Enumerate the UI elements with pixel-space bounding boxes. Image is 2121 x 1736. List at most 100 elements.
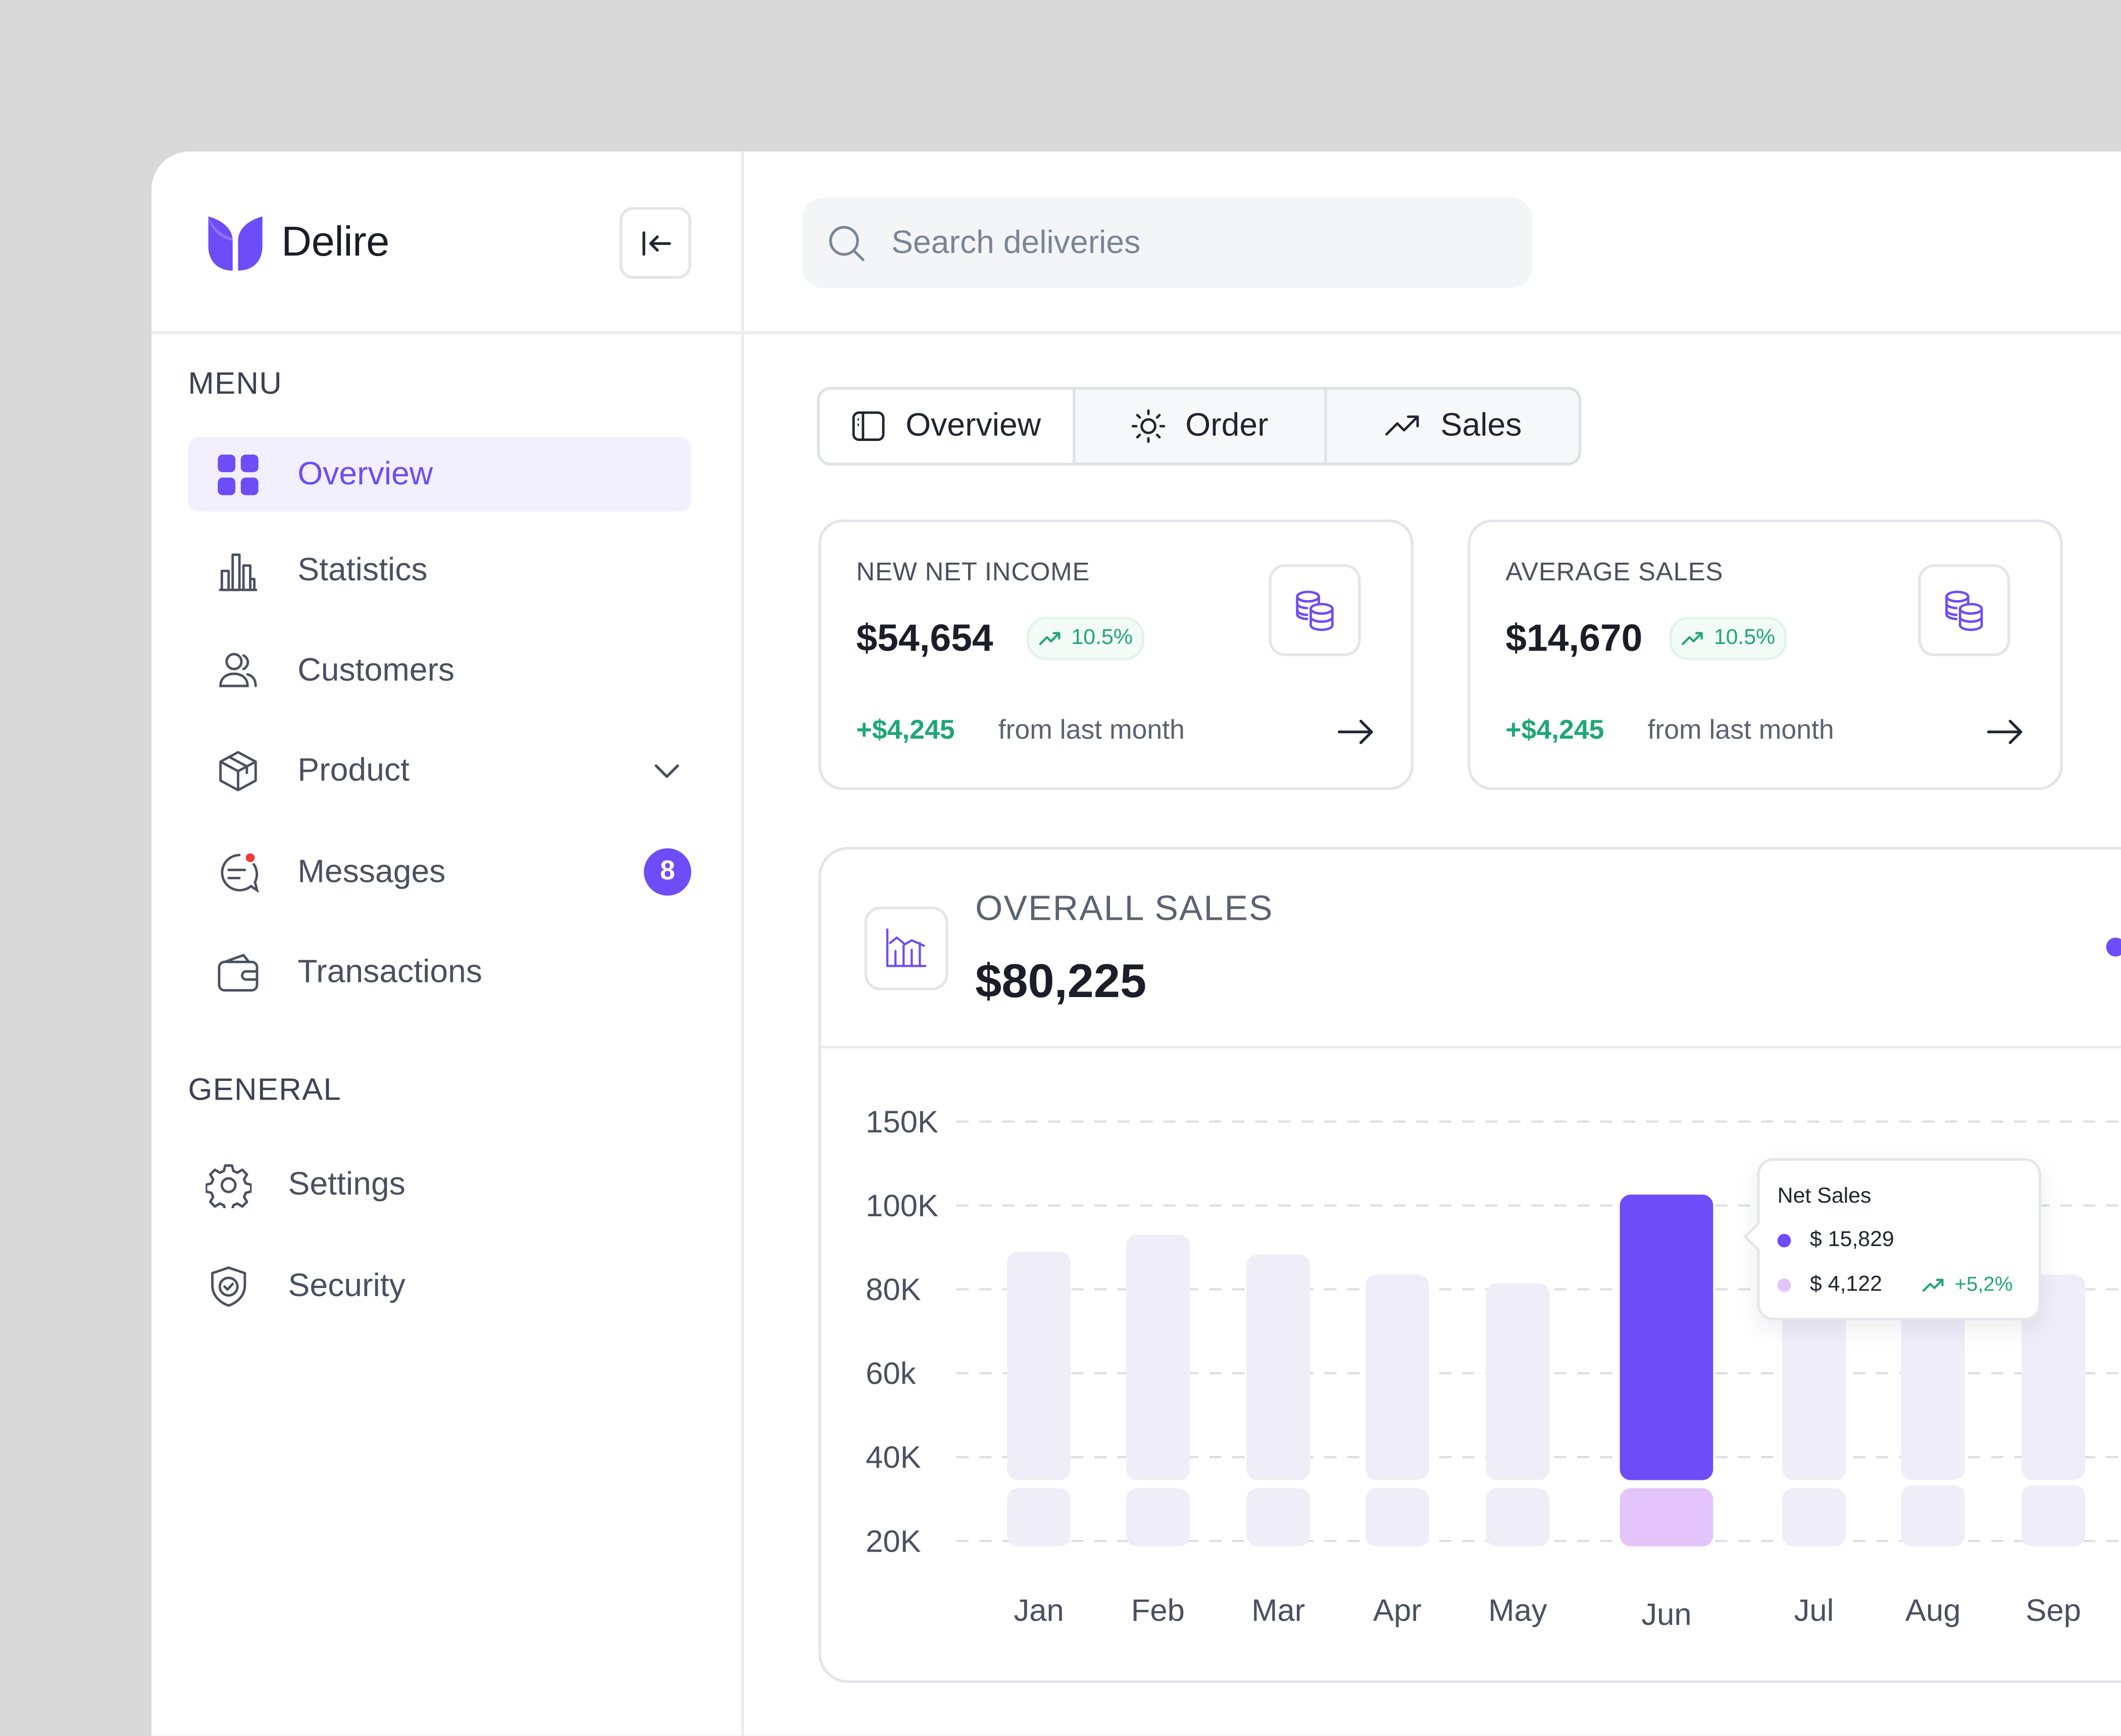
sub-bar-jun: [1620, 1488, 1713, 1547]
brand[interactable]: Delire: [206, 211, 389, 273]
chat-icon: [215, 849, 261, 895]
grid-icon: [215, 451, 261, 497]
tab-label: Sales: [1440, 407, 1522, 444]
bar-mar: [1246, 1254, 1310, 1480]
sub-bar-aug: [1901, 1485, 1965, 1547]
arrow-right-icon[interactable]: [1984, 712, 2025, 752]
main-content: Overview Order: [744, 152, 2121, 1736]
sub-bar-apr: [1366, 1488, 1429, 1547]
sidebar-item-customers[interactable]: Customers: [188, 633, 691, 708]
sidebar-item-messages[interactable]: Messages 8: [188, 835, 691, 909]
trend-up-icon: [1039, 632, 1060, 646]
tooltip-primary-value: $ 15,829: [1809, 1228, 1894, 1252]
x-tick-label: Feb: [1131, 1593, 1185, 1628]
gear-icon: [206, 1162, 252, 1208]
arrow-right-icon[interactable]: [1335, 712, 1376, 752]
change-pill: 10.5%: [1669, 617, 1788, 661]
view-tabs: Overview Order: [817, 387, 1582, 466]
sidebar-item-label: Settings: [288, 1165, 406, 1202]
sidebar-item-security[interactable]: Security: [188, 1249, 691, 1323]
bar-jun: [1620, 1195, 1713, 1480]
wallet-icon: [215, 949, 261, 995]
sidebar-item-label: Customers: [297, 651, 455, 688]
x-tick-label: Jan: [1014, 1593, 1064, 1628]
bar-aug: [1901, 1309, 1965, 1480]
coins-icon: [1296, 590, 1334, 631]
card-title: AVERAGE SALES: [1505, 559, 1724, 587]
sidebar-item-label: Product: [297, 751, 410, 788]
sidebar-divider: [151, 331, 744, 334]
card-delta: +$4,245: [1505, 715, 1604, 746]
sidebar-item-label: Security: [288, 1267, 406, 1304]
trend-up-icon: [1385, 415, 1419, 436]
tooltip-secondary-dot: [1777, 1278, 1791, 1293]
app-window: Delire MENU: [151, 151, 2121, 1736]
card-delta: +$4,245: [856, 715, 955, 746]
card-title: NEW NET INCOME: [856, 559, 1090, 587]
overall-sales-panel: OVERALL SALES $80,225 150K 100K 80K 60k 40K 2…: [818, 847, 2121, 1683]
tooltip-primary-dot: [1777, 1233, 1791, 1248]
change-percent: 10.5%: [1071, 626, 1133, 650]
sidebar-item-product[interactable]: Product: [188, 733, 691, 808]
y-tick-label: 40K: [866, 1440, 921, 1475]
net-income-card: NEW NET INCOME $54,654 10.5%: [818, 519, 1414, 790]
search-input[interactable]: [891, 197, 1487, 288]
bar-sep: [2022, 1274, 2086, 1480]
sidebar-item-overview[interactable]: Overview: [188, 437, 691, 512]
tooltip-primary-row: $ 15,829: [1777, 1228, 1894, 1253]
coins-icon: [1945, 590, 1983, 631]
tab-order[interactable]: Order: [1075, 389, 1327, 463]
change-pill: 10.5%: [1027, 617, 1145, 661]
box-icon: [215, 748, 261, 793]
bar-chart-icon: [215, 547, 261, 593]
trend-up-icon: [1681, 632, 1703, 646]
coins-icon-box: [1269, 564, 1361, 657]
overall-sales-value: $80,225: [975, 955, 1147, 1008]
tooltip-change: +5,2%: [1922, 1273, 2013, 1297]
collapse-left-icon: [641, 230, 671, 255]
chart-tooltip: Net Sales $ 15,829 $ 4,122: [1757, 1158, 2041, 1321]
tab-label: Order: [1185, 407, 1269, 444]
card-value: $14,670: [1505, 617, 1643, 659]
sidebar-item-transactions[interactable]: Transactions: [188, 935, 691, 1009]
bar-feb: [1126, 1234, 1190, 1480]
tab-sales[interactable]: Sales: [1327, 389, 1579, 463]
tooltip-title: Net Sales: [1777, 1185, 1872, 1208]
sidebar: Delire MENU: [151, 151, 744, 1736]
panel-divider: [821, 1046, 2121, 1049]
shield-icon: [206, 1263, 251, 1309]
chevron-down-icon[interactable]: [650, 754, 683, 786]
x-tick-label: Jun: [1641, 1597, 1691, 1632]
sidebar-item-label: Transactions: [297, 953, 482, 990]
collapse-sidebar-button[interactable]: [619, 207, 691, 279]
sun-icon: [1132, 409, 1166, 443]
bar-apr: [1366, 1274, 1429, 1480]
average-sales-card: AVERAGE SALES $14,670 10.5%: [1468, 519, 2063, 790]
tooltip-change-value: +5,2%: [1954, 1273, 2013, 1297]
chart-icon-box: [864, 906, 948, 990]
sub-bar-may: [1486, 1488, 1550, 1547]
tooltip-secondary-row: $ 4,122: [1777, 1273, 1882, 1298]
change-percent: 10.5%: [1713, 626, 1776, 650]
card-value: $54,654: [856, 617, 993, 659]
search-bar[interactable]: [802, 197, 1533, 288]
brand-name: Delire: [281, 218, 389, 265]
trend-up-icon: [1922, 1278, 1944, 1292]
card-subtext: from last month: [1647, 715, 1834, 746]
chart-icon: [886, 928, 927, 967]
sidebar-item-settings[interactable]: Settings: [188, 1147, 691, 1221]
y-tick-label: 150K: [866, 1105, 938, 1139]
search-icon: [829, 225, 865, 261]
logo-icon: [208, 216, 263, 271]
header-divider: [744, 331, 2121, 334]
sidebar-item-statistics[interactable]: Statistics: [188, 533, 691, 607]
y-tick-label: 60k: [866, 1356, 916, 1391]
sidebar-item-label: Statistics: [297, 551, 428, 588]
card-subtext: from last month: [998, 715, 1185, 746]
tab-overview[interactable]: Overview: [820, 389, 1076, 463]
y-tick-label: 20K: [866, 1524, 921, 1559]
x-tick-label: Apr: [1373, 1593, 1422, 1628]
legend-dot: [2106, 937, 2121, 957]
x-tick-label: Sep: [2026, 1593, 2081, 1628]
general-section-label: GENERAL: [188, 1071, 342, 1107]
